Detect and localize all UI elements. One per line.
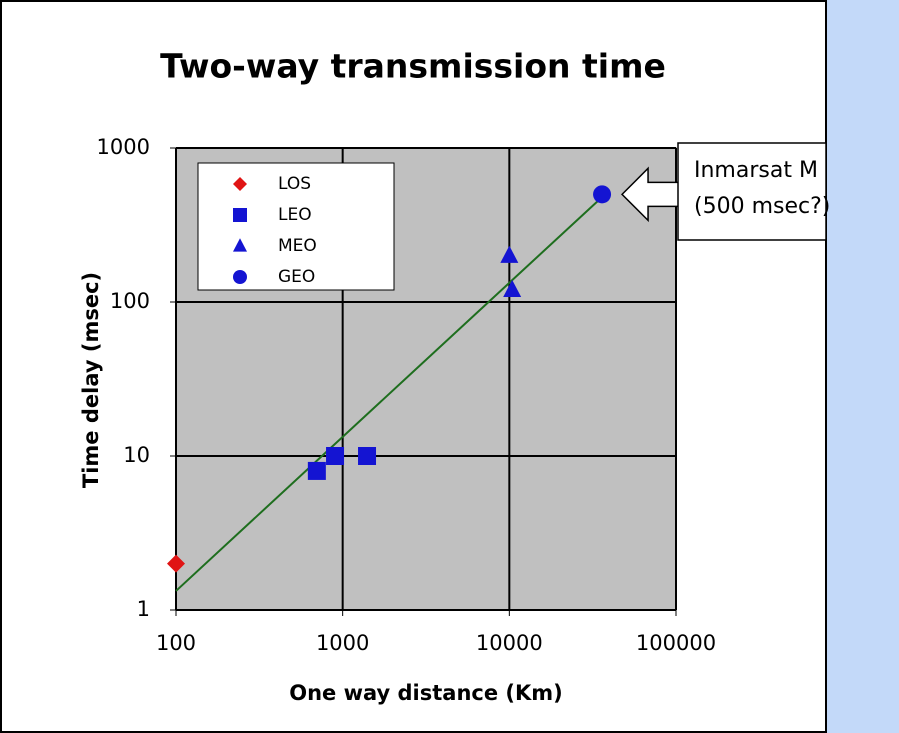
legend-label: LEO bbox=[278, 205, 312, 225]
y-tick-label: 1000 bbox=[97, 135, 150, 159]
x-tick-label: 10000 bbox=[476, 631, 543, 655]
legend-label: GEO bbox=[278, 267, 315, 287]
legend-label: MEO bbox=[278, 236, 317, 256]
marker-diamond bbox=[233, 177, 247, 191]
annotation-text: (500 msec?) bbox=[694, 194, 830, 219]
x-tick-label: 1000 bbox=[316, 631, 369, 655]
x-tick-label: 100 bbox=[156, 631, 196, 655]
x-tick-label: 100000 bbox=[636, 631, 716, 655]
legend-box bbox=[197, 162, 395, 291]
chart-title: Two-way transmission time bbox=[160, 47, 666, 86]
y-tick-label: 100 bbox=[110, 289, 150, 313]
marker-circle bbox=[593, 185, 612, 204]
y-tick-label: 10 bbox=[123, 443, 150, 467]
y-tick-label: 1 bbox=[137, 597, 150, 621]
marker-square bbox=[358, 447, 377, 465]
trend-line bbox=[175, 196, 603, 592]
marker-square bbox=[326, 447, 345, 465]
legend-label: LOS bbox=[278, 174, 311, 194]
marker-triangle bbox=[503, 279, 522, 298]
annotation-text: Inmarsat M bbox=[694, 158, 818, 183]
y-axis-label: Time delay (msec) bbox=[79, 272, 103, 488]
marker-triangle bbox=[500, 245, 519, 263]
marker-square bbox=[307, 461, 326, 480]
callout-box bbox=[677, 142, 827, 241]
marker-diamond bbox=[167, 554, 185, 573]
plot-frame bbox=[175, 147, 677, 611]
x-axis-label: One way distance (Km) bbox=[289, 681, 563, 705]
marker-triangle bbox=[233, 238, 247, 252]
marker-circle bbox=[233, 270, 247, 284]
marker-square bbox=[233, 208, 247, 222]
